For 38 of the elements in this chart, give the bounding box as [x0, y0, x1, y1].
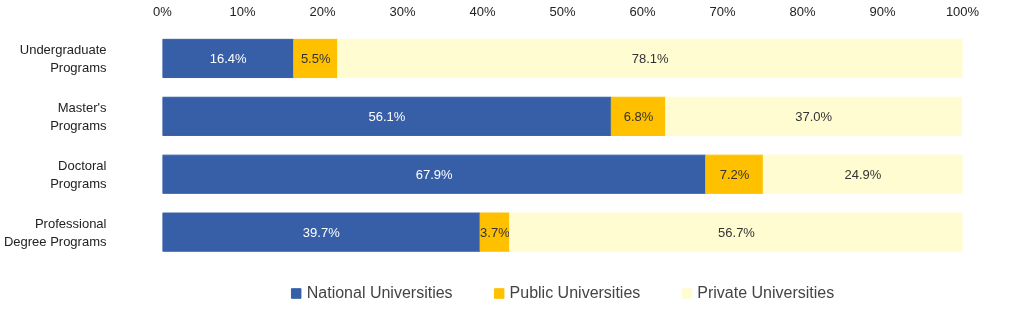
x-tick-label: 50%	[549, 3, 576, 19]
x-tick-label: 30%	[389, 3, 416, 19]
x-tick-label: 100%	[945, 3, 980, 19]
data-label: 7.2%	[719, 166, 750, 182]
bar	[705, 154, 764, 194]
x-tick-label: 0%	[153, 3, 173, 19]
data-label: 16.4%	[209, 50, 247, 66]
data-label: 6.8%	[623, 108, 654, 124]
y-tick-label: Master's Programs	[50, 99, 107, 133]
bar	[337, 38, 963, 79]
data-label: 37.0%	[795, 108, 833, 124]
x-tick-label: 20%	[309, 3, 336, 19]
data-label: 56.7%	[718, 224, 756, 240]
legend-label: Public Universities	[509, 284, 641, 302]
data-label: 56.1%	[368, 108, 406, 124]
y-tick-label: Professional Degree Programs	[3, 215, 107, 249]
data-label: 67.9%	[415, 166, 453, 182]
x-tick-label: 80%	[789, 3, 816, 19]
data-label: 24.9%	[844, 166, 882, 182]
y-tick-label: Doctoral Programs	[50, 157, 107, 191]
bar	[162, 38, 295, 79]
x-tick-label: 60%	[629, 3, 656, 19]
bar	[162, 212, 481, 252]
x-tick-label: 10%	[229, 3, 256, 19]
x-tick-label: 70%	[709, 3, 736, 19]
data-label: 39.7%	[302, 224, 341, 240]
y-tick-label: Undergraduate Programs	[19, 41, 107, 75]
bar	[162, 96, 612, 136]
bar	[509, 212, 963, 252]
bar	[665, 96, 963, 136]
data-label: 5.5%	[300, 50, 331, 66]
data-label: 78.1%	[631, 50, 669, 66]
bar	[162, 154, 707, 194]
legend-label: National Universities	[306, 284, 453, 302]
legend-label: Private Universities	[697, 284, 835, 302]
x-tick-label: 40%	[469, 3, 496, 19]
bar	[762, 154, 963, 194]
x-tick-label: 90%	[869, 3, 896, 19]
